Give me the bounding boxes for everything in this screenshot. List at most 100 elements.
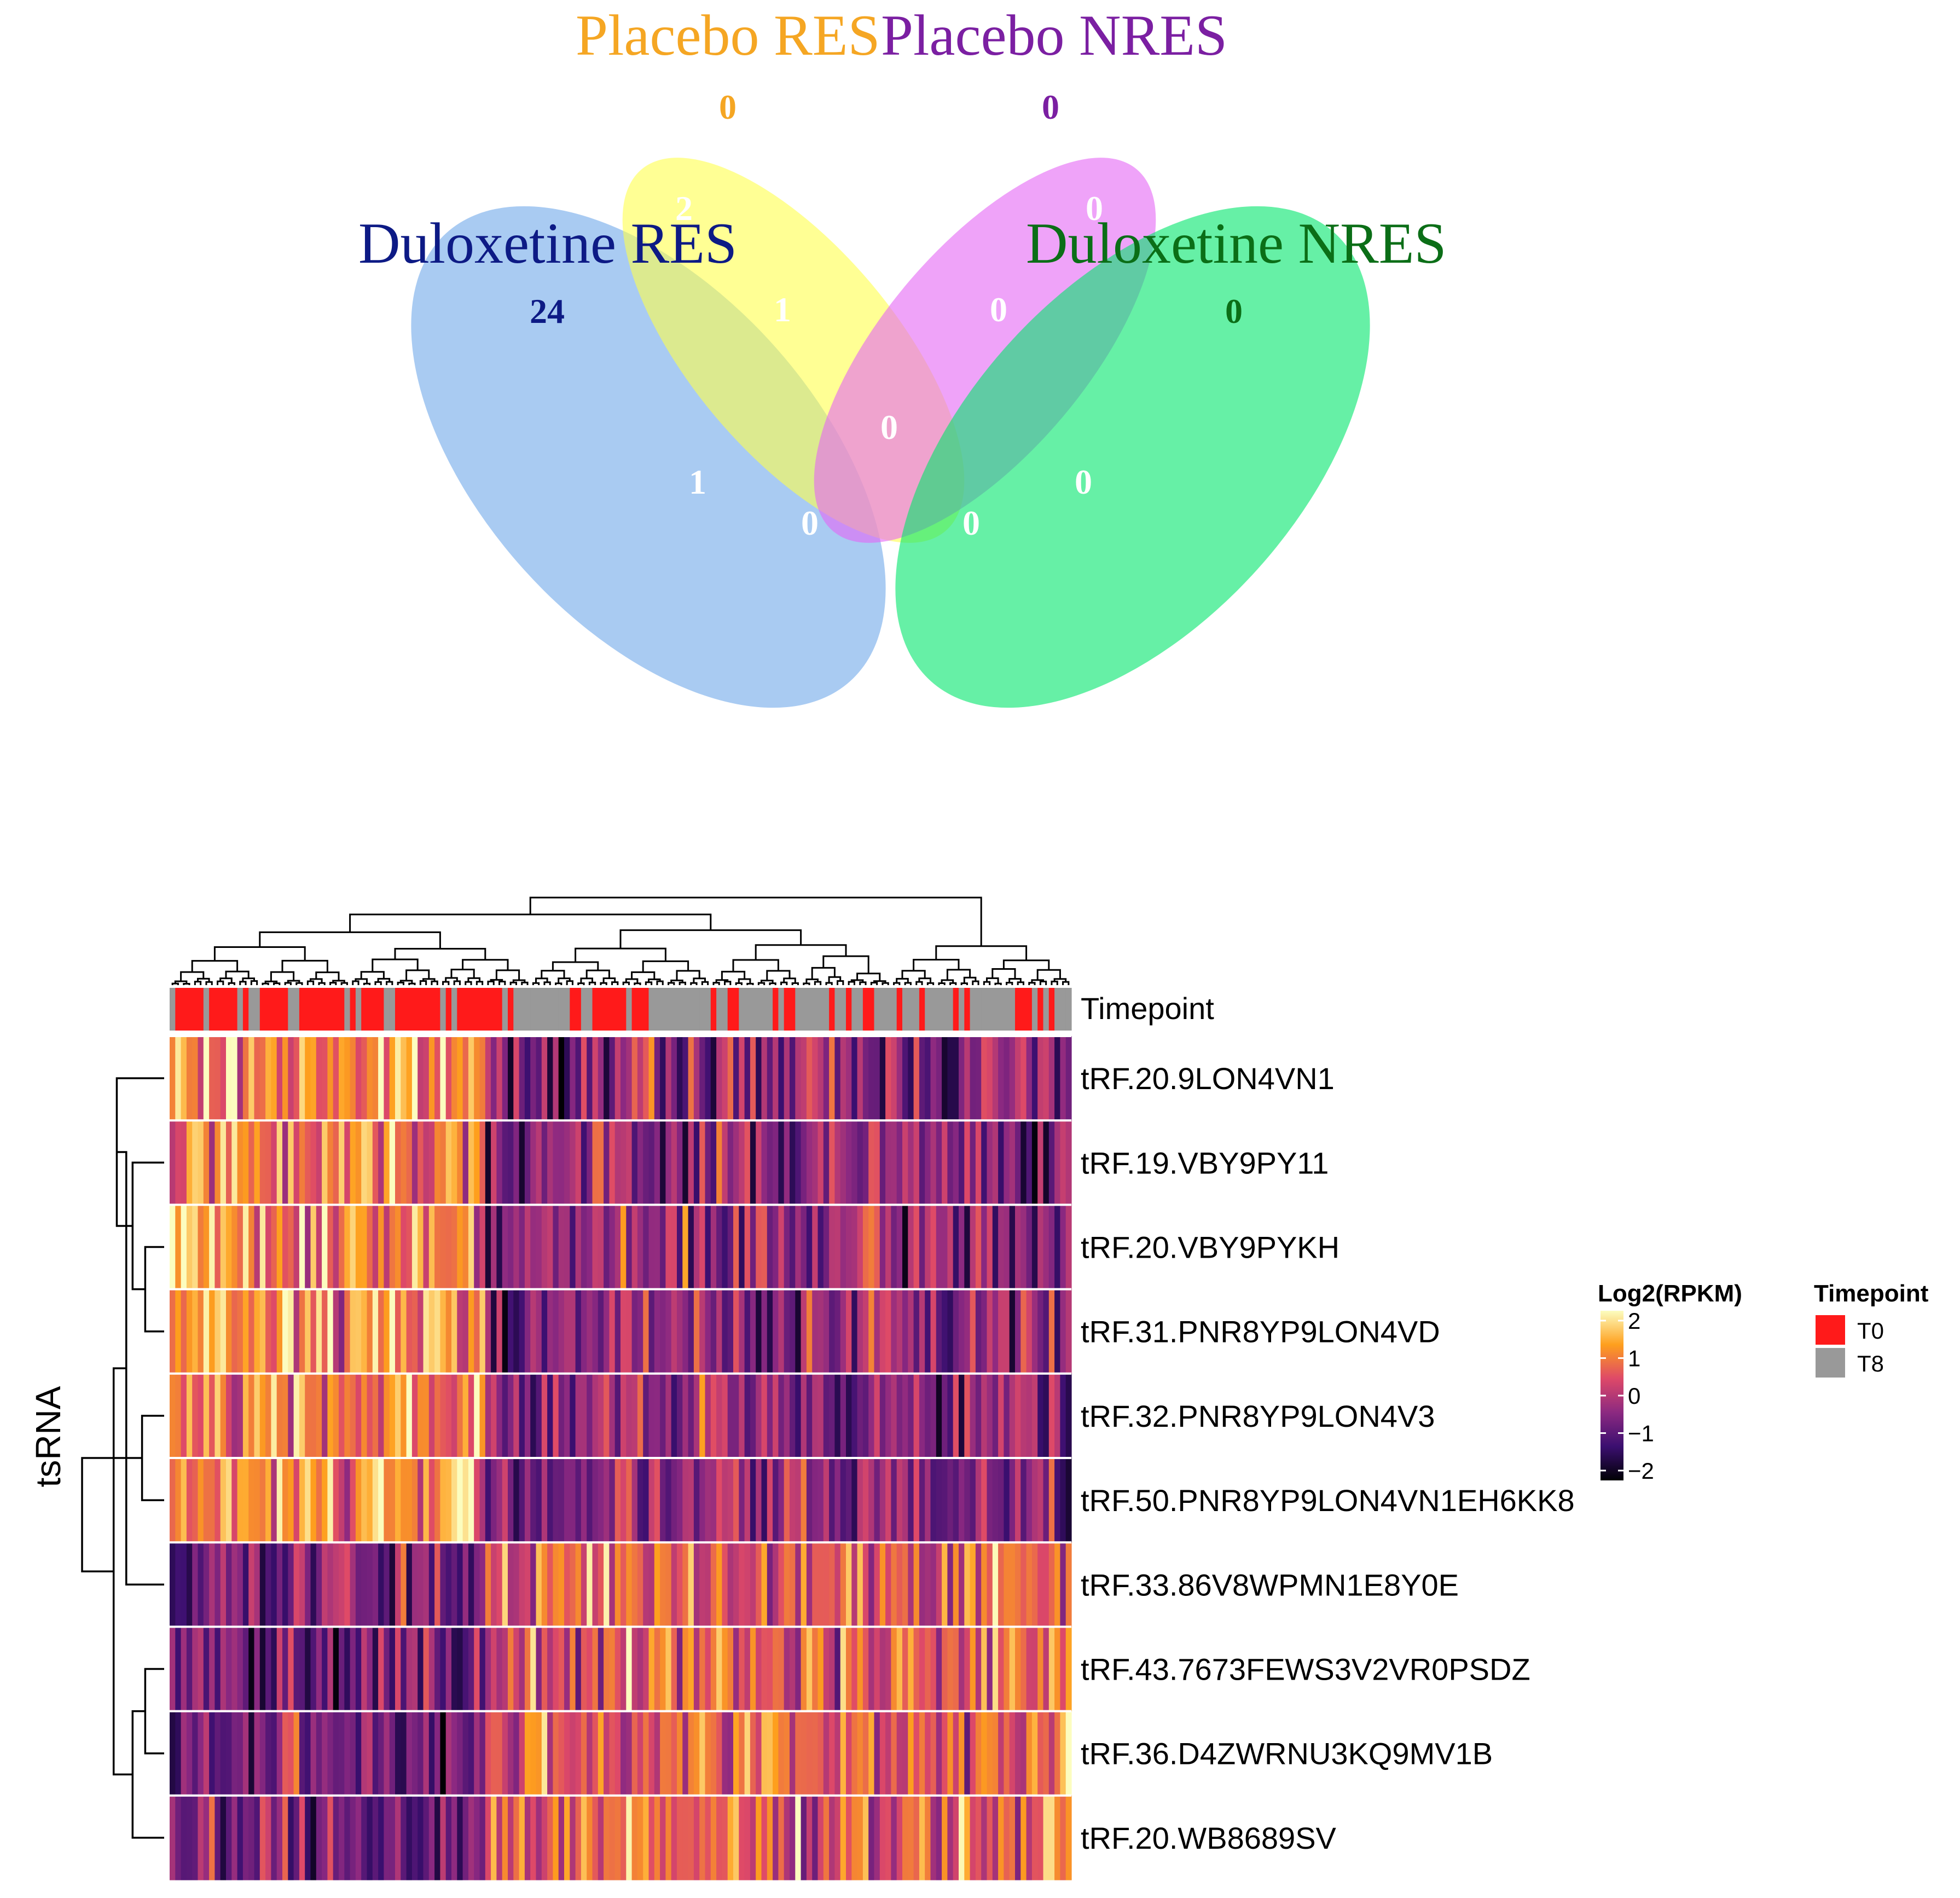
dendrogram-branch	[963, 976, 977, 983]
heatmap-cell	[192, 1373, 199, 1459]
heatmap-cell	[485, 1036, 491, 1121]
heatmap-cell	[423, 1289, 430, 1374]
heatmap-cell	[502, 1205, 508, 1290]
heatmap-cell	[186, 1373, 193, 1459]
heatmap-cell	[564, 1205, 570, 1290]
heatmap-cell	[445, 1795, 452, 1880]
heatmap-cell	[293, 1795, 300, 1880]
heatmap-cell	[891, 1795, 897, 1880]
heatmap-cell	[722, 1542, 728, 1627]
heatmap-cell	[541, 1795, 548, 1880]
heatmap-cell	[519, 1036, 525, 1121]
heatmap-cell	[558, 1205, 565, 1290]
heatmap-cell	[479, 1373, 486, 1459]
heatmap-cell	[1020, 1036, 1027, 1121]
dendrogram-branch	[386, 981, 393, 985]
heatmap-cell	[519, 1711, 525, 1796]
dendrogram-branch	[668, 982, 675, 985]
heatmap-cell	[496, 1711, 503, 1796]
heatmap-cell	[693, 1289, 700, 1374]
heatmap-cell	[998, 1205, 1004, 1290]
heatmap-cell	[648, 1120, 655, 1205]
heatmap-cell	[959, 1458, 965, 1543]
heatmap-cell	[355, 1036, 362, 1121]
heatmap-cell	[637, 1711, 643, 1796]
heatmap-cell	[851, 1627, 858, 1712]
heatmap-cell	[868, 1458, 875, 1543]
heatmap-cell	[479, 1542, 486, 1627]
annotation-cell	[209, 988, 215, 1031]
heatmap-cell	[237, 1542, 243, 1627]
dendrogram-branch	[262, 982, 269, 985]
heatmap-cell	[259, 1627, 266, 1712]
annotation-cell	[682, 988, 689, 1031]
heatmap-cell	[474, 1120, 480, 1205]
heatmap-cell	[1060, 1289, 1066, 1374]
heatmap-cell	[987, 1205, 993, 1290]
heatmap-cell	[485, 1120, 491, 1205]
heatmap-cell	[626, 1542, 633, 1627]
heatmap-cell	[862, 1795, 869, 1880]
heatmap-cell	[846, 1627, 852, 1712]
heatmap-cell	[428, 1120, 435, 1205]
annotation-cell	[305, 988, 311, 1031]
heatmap-cell	[947, 1711, 954, 1796]
heatmap-cell	[564, 1036, 570, 1121]
heatmap-cell	[744, 1036, 751, 1121]
heatmap-cell	[496, 1373, 503, 1459]
heatmap-cell	[242, 1711, 249, 1796]
heatmap-cell	[242, 1289, 249, 1374]
heatmap-cell	[1037, 1036, 1044, 1121]
dendrogram-branch	[935, 945, 1028, 960]
heatmap-cell	[242, 1542, 249, 1627]
heatmap-cell	[423, 1036, 430, 1121]
heatmap-cell	[395, 1289, 401, 1374]
heatmap-cell	[259, 1289, 266, 1374]
heatmap-cell	[299, 1289, 305, 1374]
dendrogram-branch	[450, 969, 475, 979]
heatmap-cell	[242, 1458, 249, 1543]
heatmap-cell	[220, 1627, 227, 1712]
annotation-cell	[705, 988, 711, 1031]
heatmap-cell	[1020, 1711, 1027, 1796]
heatmap-cell	[1020, 1373, 1027, 1459]
heatmap-cell	[479, 1627, 486, 1712]
heatmap-cell	[378, 1205, 384, 1290]
heatmap-cell	[913, 1458, 920, 1543]
heatmap-cell	[756, 1120, 762, 1205]
annotation-cell	[423, 988, 430, 1031]
heatmap-cell	[440, 1542, 446, 1627]
heatmap-cell	[265, 1711, 271, 1796]
heatmap-cell	[384, 1205, 390, 1290]
dendrogram-branch	[1053, 978, 1067, 982]
heatmap-cell	[1004, 1795, 1010, 1880]
heatmap-cell	[428, 1627, 435, 1712]
heatmap-cell	[868, 1036, 875, 1121]
heatmap-cell	[767, 1458, 773, 1543]
heatmap-cell	[750, 1542, 756, 1627]
heatmap-cell	[575, 1711, 582, 1796]
heatmap-cell	[925, 1120, 931, 1205]
heatmap-cell	[570, 1036, 576, 1121]
heatmap-cell	[665, 1120, 672, 1205]
heatmap-cell	[930, 1205, 937, 1290]
heatmap-cell	[350, 1373, 356, 1459]
heatmap-cell	[801, 1373, 807, 1459]
heatmap-cell	[1054, 1120, 1060, 1205]
heatmap-cell	[175, 1120, 182, 1205]
heatmap-cell	[276, 1711, 283, 1796]
heatmap-cell	[530, 1627, 537, 1712]
heatmap-cell	[727, 1373, 734, 1459]
heatmap-cell	[541, 1711, 548, 1796]
dendrogram-branch	[310, 978, 323, 983]
heatmap-cell	[592, 1795, 599, 1880]
heatmap-cell	[575, 1205, 582, 1290]
legend-swatch-t0	[1816, 1315, 1845, 1345]
heatmap-cell	[761, 1036, 768, 1121]
heatmap-cell	[305, 1373, 311, 1459]
dendrogram-branch	[543, 981, 551, 985]
heatmap-cell	[401, 1627, 407, 1712]
heatmap-cell	[823, 1036, 830, 1121]
heatmap-cell	[175, 1795, 182, 1880]
heatmap-cell	[598, 1373, 604, 1459]
